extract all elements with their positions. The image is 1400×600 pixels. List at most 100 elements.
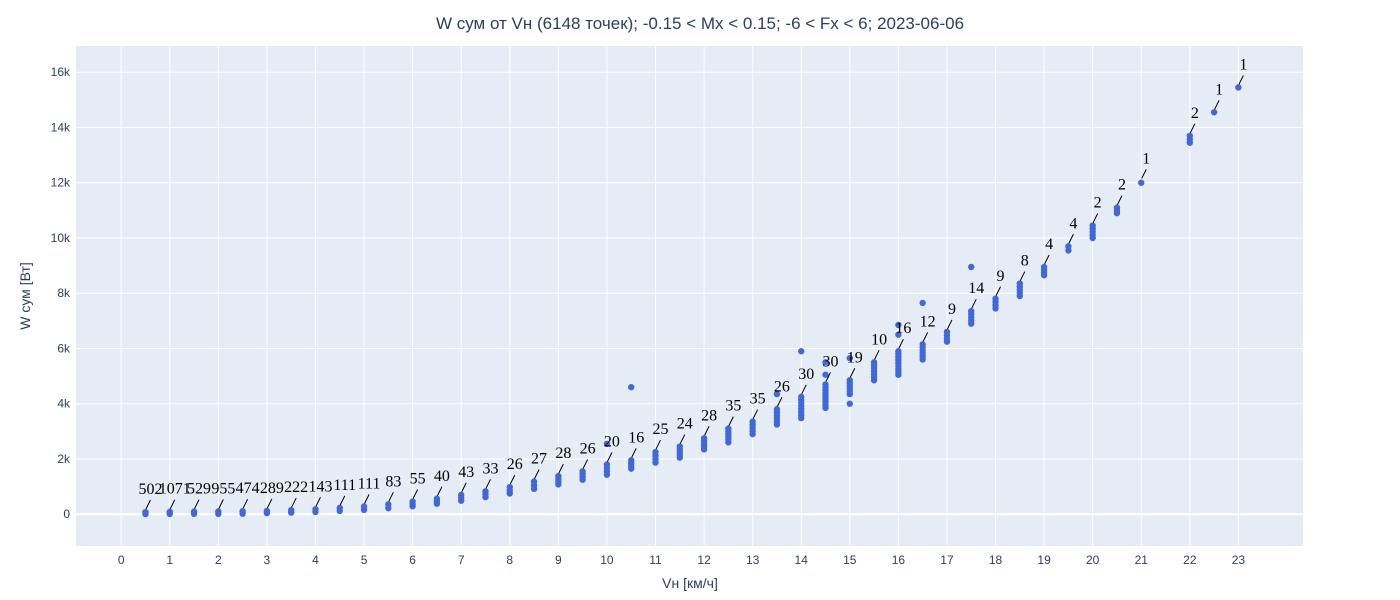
annotation-arrow	[946, 319, 953, 330]
annotation-arrow	[315, 497, 321, 507]
count-label: 143	[308, 478, 332, 495]
count-label: 35	[725, 398, 741, 415]
count-label: 474	[236, 480, 260, 497]
data-point	[457, 491, 465, 499]
data-point	[530, 478, 538, 485]
data-point	[1016, 280, 1024, 287]
annotation-arrow	[194, 499, 200, 509]
x-tick-label: 5	[361, 553, 368, 567]
data-point	[846, 400, 853, 407]
x-tick-label: 3	[264, 553, 271, 567]
count-label: 4	[1069, 215, 1077, 232]
count-label: 26	[774, 378, 790, 395]
count-label: 30	[798, 366, 814, 383]
annotation-arrow	[1117, 195, 1123, 205]
count-label: 25	[652, 421, 668, 438]
annotation-arrow	[1141, 169, 1147, 179]
data-point	[506, 483, 513, 491]
x-tick-label: 1	[166, 553, 173, 567]
data-point	[846, 377, 853, 384]
count-label: 28	[555, 445, 571, 462]
annotation-arrow	[291, 497, 297, 508]
data-point	[385, 501, 392, 508]
count-label: 955	[211, 480, 235, 497]
count-label: 20	[604, 434, 620, 451]
annotation-arrow	[1214, 100, 1220, 110]
count-label: 1	[1215, 81, 1223, 98]
y-tick-label: 6k	[57, 341, 71, 355]
count-label: 83	[385, 473, 401, 490]
annotation-arrow	[704, 426, 710, 436]
data-point	[870, 359, 878, 366]
annotation-arrow	[1189, 123, 1196, 134]
data-point	[1065, 243, 1072, 250]
data-point	[919, 299, 926, 307]
data-point	[919, 341, 926, 348]
x-tick-label: 7	[458, 553, 465, 567]
count-label: 12	[920, 313, 936, 330]
count-label: 1071	[159, 481, 191, 498]
data-point	[603, 461, 611, 468]
annotation-arrow	[922, 332, 929, 342]
x-tick-label: 23	[1232, 553, 1246, 567]
x-axis-ticks: 0 1 2 3 4 5 6 7 8 9 10 11 12 13 14 15 16 17 18 19 20 21 22 23	[118, 553, 1246, 567]
data-point	[773, 406, 781, 413]
data-point	[1040, 263, 1048, 271]
annotation-arrow	[364, 494, 370, 504]
x-tick-label: 12	[697, 553, 711, 567]
annotation-arrow	[728, 416, 734, 426]
x-tick-label: 13	[746, 553, 760, 567]
count-label: 28	[701, 407, 717, 424]
data-point	[215, 508, 222, 515]
x-tick-label: 6	[409, 553, 416, 567]
count-label: 40	[434, 468, 450, 485]
annotation-arrow	[776, 397, 783, 407]
data-point	[482, 488, 489, 495]
x-tick-label: 22	[1183, 553, 1197, 567]
count-label: 14	[968, 280, 984, 297]
y-tick-label: 8k	[57, 286, 71, 300]
annotation-arrow	[1092, 213, 1099, 223]
count-label: 43	[458, 464, 474, 481]
annotation-arrow	[631, 448, 637, 458]
data-point	[1138, 179, 1145, 186]
count-label: 26	[507, 456, 523, 473]
annotation-arrow	[145, 499, 151, 510]
count-label: 33	[482, 460, 498, 477]
data-point	[312, 506, 319, 513]
x-axis-title: Vн [км/ч]	[662, 575, 718, 591]
annotation-arrow	[1019, 271, 1026, 281]
count-label: 1	[1239, 56, 1247, 73]
annotation-arrow	[509, 474, 516, 485]
count-label: 27	[531, 451, 547, 468]
count-label: 9	[948, 301, 956, 318]
x-tick-label: 18	[989, 553, 1003, 567]
annotation-arrow	[995, 286, 1001, 296]
data-point	[603, 440, 611, 447]
data-point	[895, 331, 902, 338]
data-point	[409, 498, 416, 505]
data-point	[1186, 132, 1194, 139]
count-label: 30	[823, 353, 839, 370]
x-tick-label: 11	[649, 553, 662, 567]
data-point	[895, 321, 902, 329]
y-axis-title: W сум [Вт]	[17, 262, 33, 330]
x-tick-label: 17	[940, 553, 954, 567]
x-tick-label: 10	[600, 553, 614, 567]
data-point	[1113, 204, 1121, 211]
x-tick-label: 15	[843, 553, 857, 567]
annotation-arrow	[1238, 75, 1244, 85]
annotation-arrow	[1068, 234, 1074, 244]
data-point	[749, 418, 756, 425]
data-point	[822, 371, 829, 378]
data-point	[1235, 84, 1242, 91]
annotation-arrow	[971, 298, 977, 309]
data-point	[190, 508, 198, 515]
count-label: 1	[1142, 150, 1150, 167]
data-point	[628, 457, 635, 464]
annotation-arrow	[752, 409, 759, 419]
count-label: 111	[358, 475, 381, 492]
count-label: 19	[847, 349, 863, 366]
annotation-arrow	[242, 498, 249, 509]
